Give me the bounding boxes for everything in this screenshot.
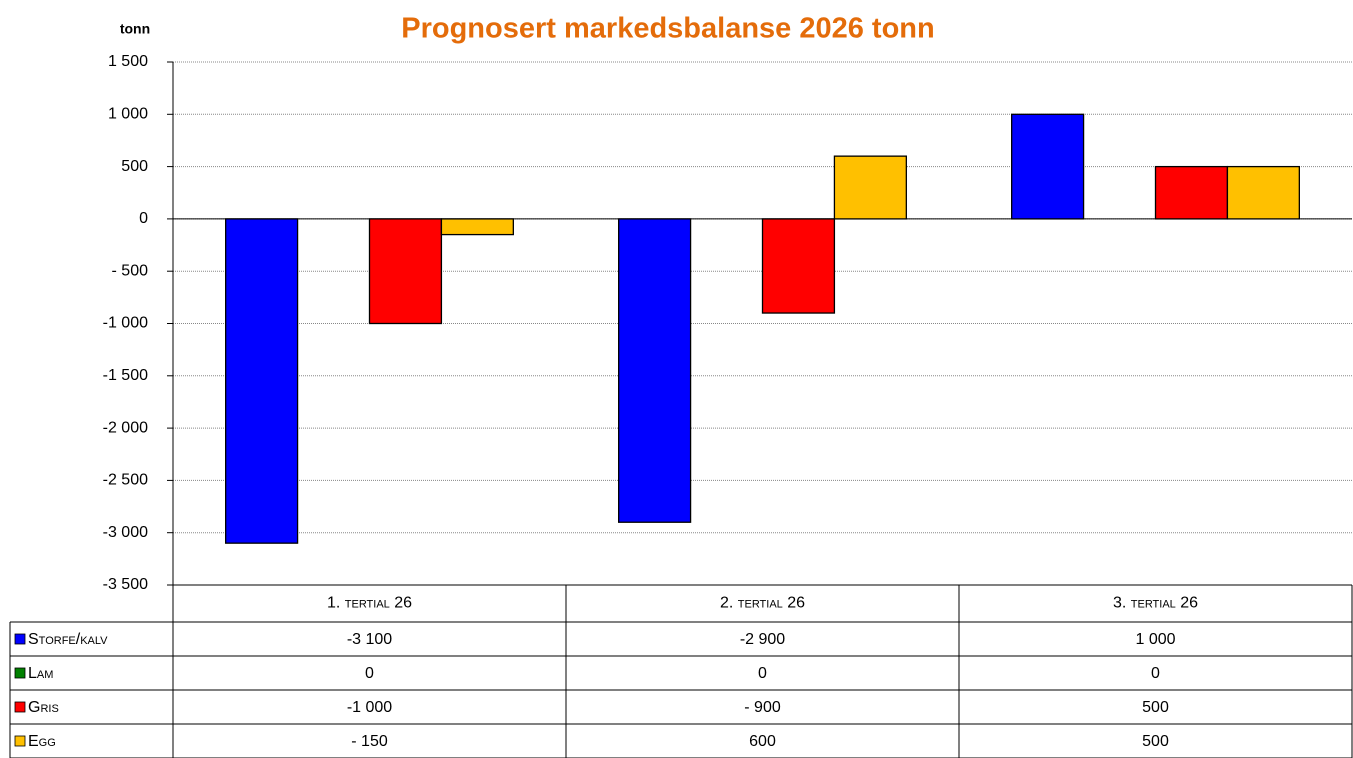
- y-tick-label: -3 000: [103, 524, 148, 541]
- legend-label: Storfe/kalv: [28, 631, 108, 648]
- table-value: 0: [758, 665, 767, 682]
- legend-swatch: [14, 633, 26, 645]
- bar: [368, 218, 443, 325]
- table-value: 0: [365, 665, 374, 682]
- y-tick-label: 0: [139, 210, 148, 227]
- bar: [440, 218, 514, 236]
- y-tick-label: 1 500: [108, 53, 148, 70]
- table-value: -1 000: [347, 699, 392, 716]
- y-tick-label: -1 000: [103, 315, 148, 332]
- y-tick-label: -2 000: [103, 419, 148, 436]
- bar: [618, 218, 692, 523]
- bar: [225, 218, 299, 544]
- y-tick-label: 1 000: [108, 106, 148, 123]
- legend-swatch: [14, 667, 26, 679]
- table-value: 0: [1151, 665, 1160, 682]
- table-value: 600: [749, 733, 776, 750]
- x-tick-label: 3. tertial 26: [1113, 595, 1198, 612]
- chart-title: Prognosert markedsbalanse 2026 tonn: [401, 13, 934, 45]
- legend-label: Lam: [28, 665, 53, 682]
- y-tick-label: - 500: [112, 262, 149, 279]
- table-value: 500: [1142, 733, 1169, 750]
- y-tick-label: -3 500: [103, 576, 148, 593]
- y-axis-label: tonn: [120, 21, 150, 37]
- bar: [1154, 165, 1229, 220]
- x-tick-label: 2. tertial 26: [720, 595, 805, 612]
- table-value: - 900: [744, 699, 781, 716]
- legend-label: Egg: [28, 733, 56, 750]
- table-value: - 150: [351, 733, 388, 750]
- table-value: 500: [1142, 699, 1169, 716]
- y-tick-label: -1 500: [103, 367, 148, 384]
- y-tick-label: 500: [121, 158, 148, 175]
- legend-swatch: [14, 701, 26, 713]
- table-value: -2 900: [740, 631, 785, 648]
- y-tick-label: -2 500: [103, 472, 148, 489]
- table-value: -3 100: [347, 631, 392, 648]
- bar: [1226, 165, 1300, 220]
- bar: [761, 218, 836, 314]
- bar: [833, 155, 907, 220]
- legend-label: Gris: [28, 699, 59, 716]
- x-tick-label: 1. tertial 26: [327, 595, 412, 612]
- table-value: 1 000: [1135, 631, 1175, 648]
- bar: [1011, 113, 1085, 220]
- legend-swatch: [14, 735, 26, 747]
